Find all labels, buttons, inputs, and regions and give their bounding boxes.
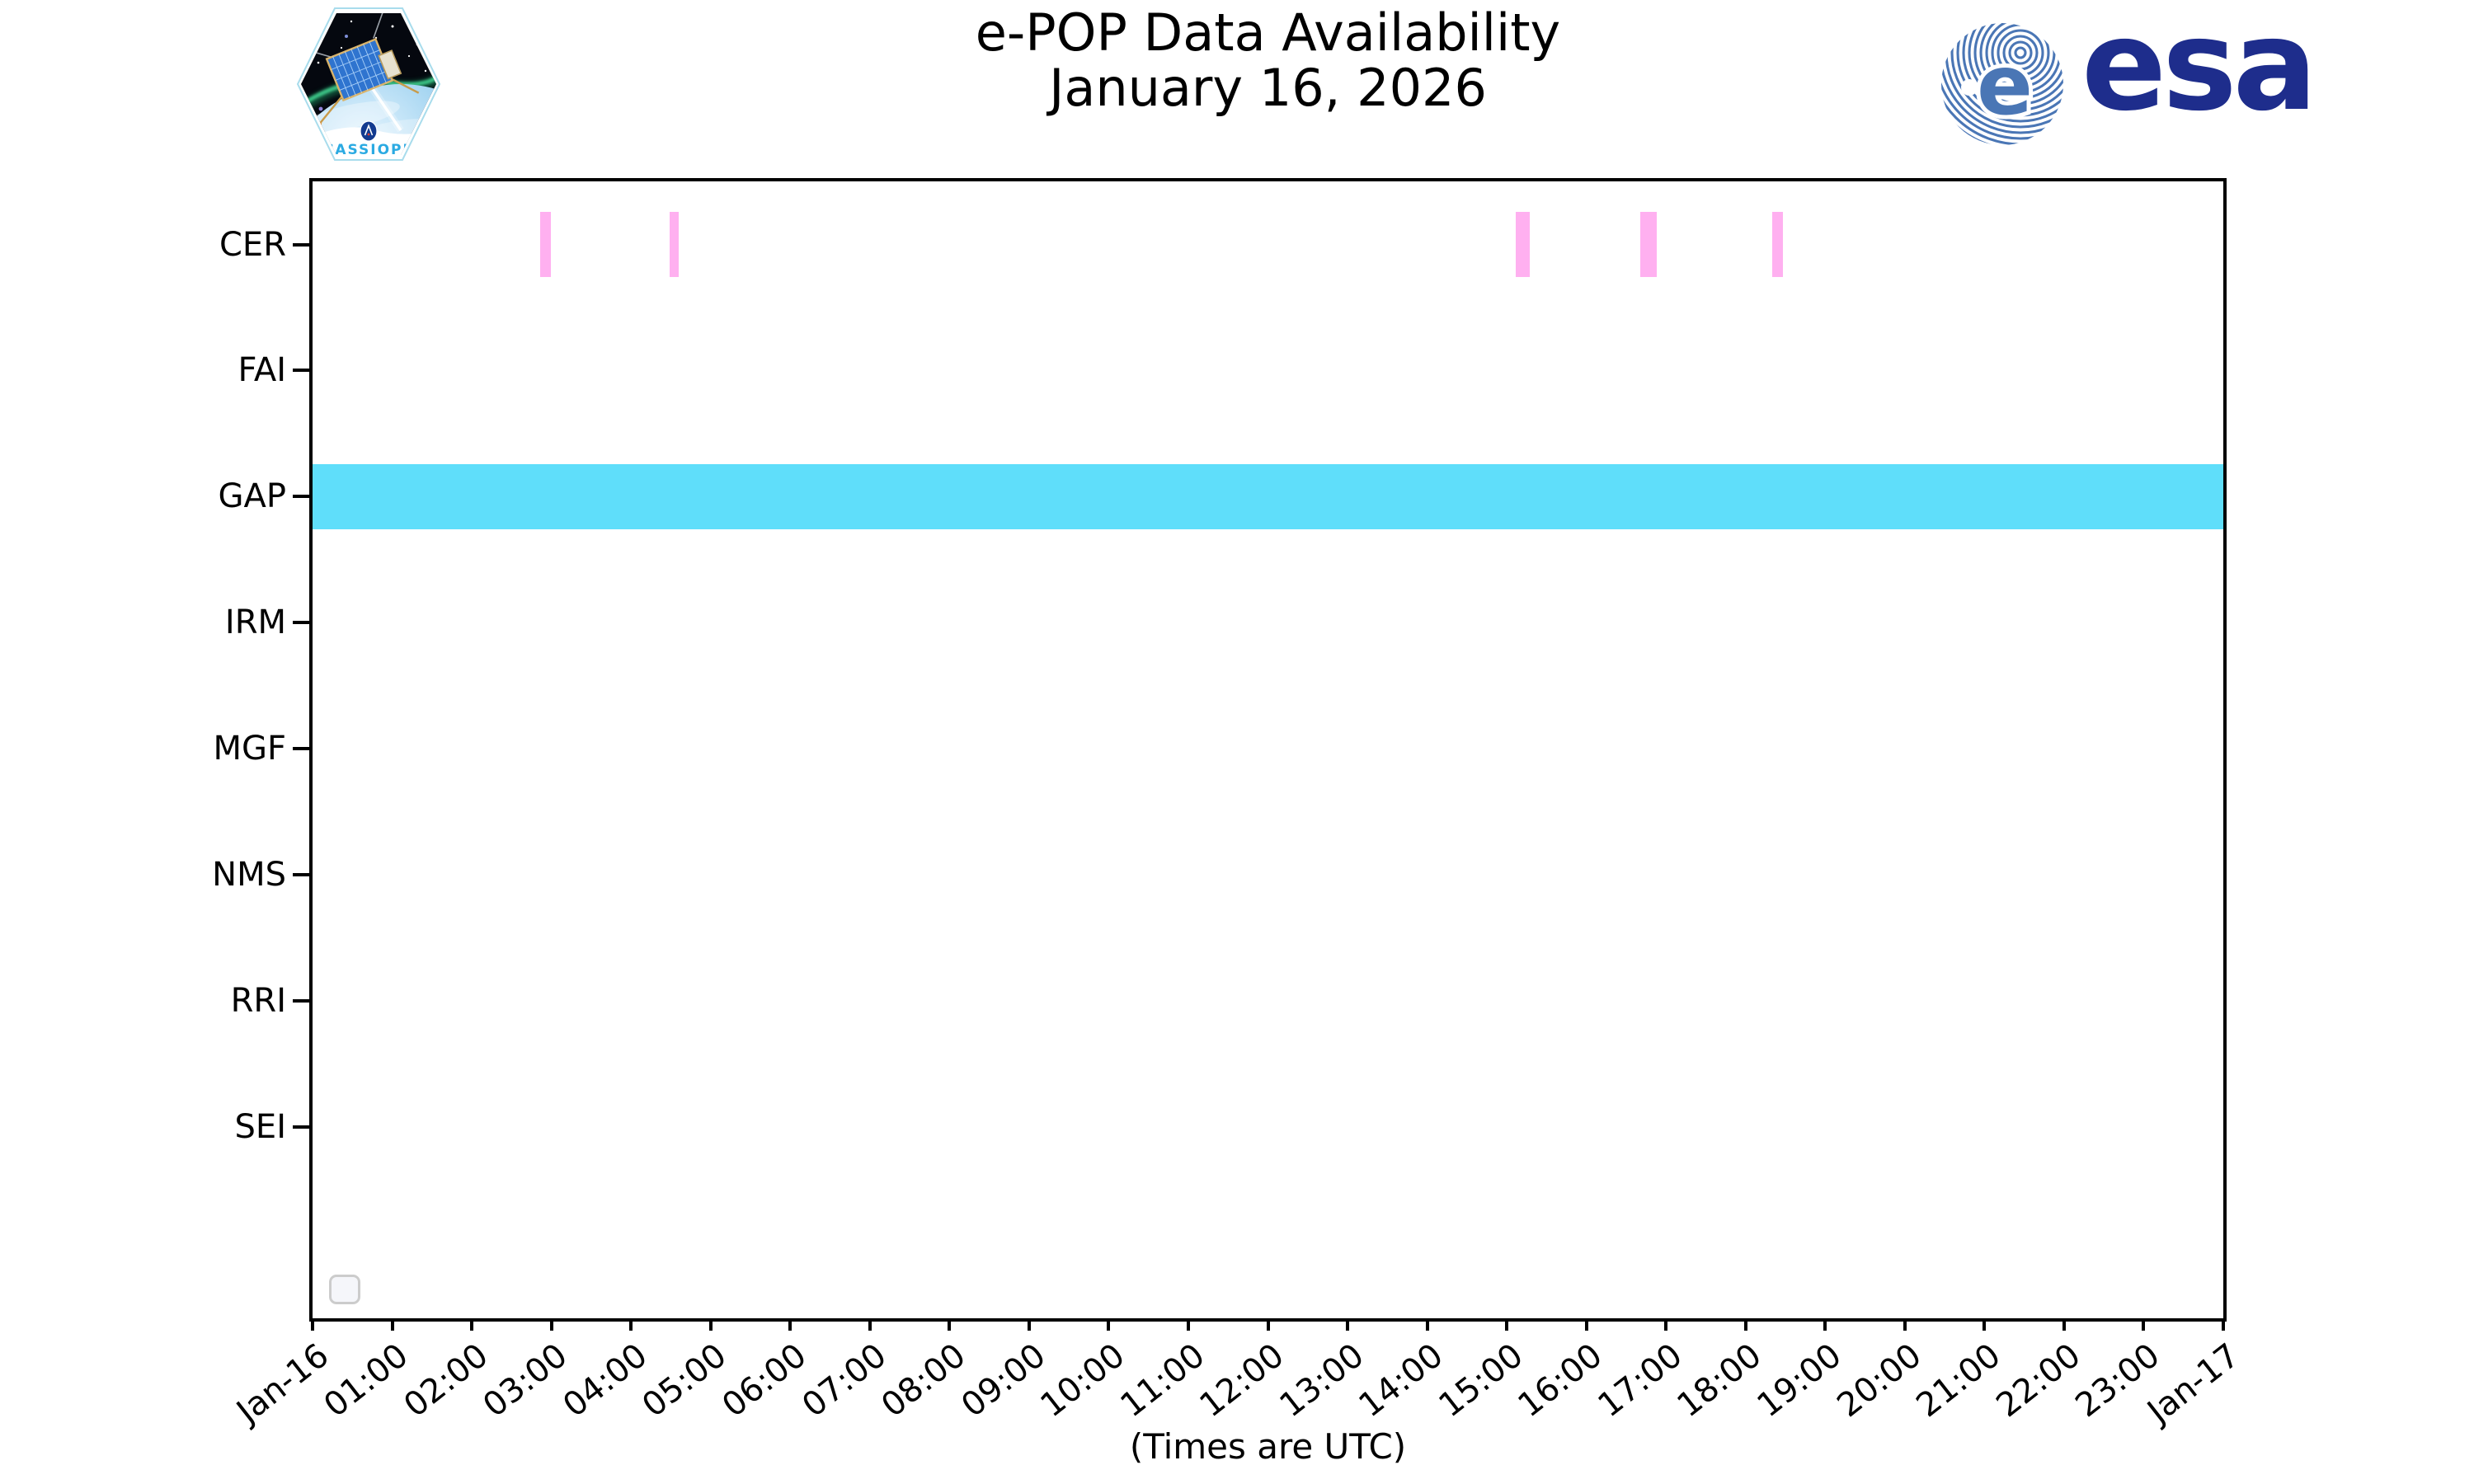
x-tick-13:00 [1346,1318,1350,1331]
cer-availability-bar [540,211,551,278]
y-tick-mgf [293,747,310,751]
y-label-nms: NMS [212,856,286,895]
x-tick-02:00 [470,1318,474,1331]
x-tick-label-jan-16: Jan-16 [229,1336,336,1431]
x-tick-15:00 [1505,1318,1509,1331]
x-tick-label-14:00: 14:00 [1352,1336,1451,1425]
x-tick-label-16:00: 16:00 [1511,1336,1610,1425]
x-tick-label-13:00: 13:00 [1272,1336,1371,1425]
gap-availability-bar [313,463,2223,530]
x-tick-14:00 [1425,1318,1429,1331]
cassiope-mission-patch: CASSIOPE [294,5,444,163]
x-tick-label-02:00: 02:00 [397,1336,496,1425]
title-line-2: January 16, 2026 [1049,58,1487,118]
x-tick-09:00 [1027,1318,1031,1331]
x-tick-07:00 [868,1318,872,1331]
downlink-beam [371,88,402,131]
x-tick-label-19:00: 19:00 [1750,1336,1849,1425]
globe-e-letter: e [1977,37,2033,134]
y-label-rri: RRI [230,982,286,1021]
plot-area: CER FAI GAP IRM MGF NMS RRI SEI Jan-16 01:00 02:0… [212,178,2246,1430]
y-label-irm: IRM [224,603,286,642]
y-tick-rri [293,999,310,1003]
x-tick-20:00 [1903,1318,1907,1331]
cassiope-satellite [301,13,420,127]
x-tick-12:00 [1266,1318,1270,1331]
chart-title: e-POP Data Availability January 16, 2026 [309,5,2227,115]
x-tick-05:00 [708,1318,713,1331]
y-label-mgf: MGF [213,730,286,768]
y-label-cer: CER [219,225,286,264]
x-tick-10:00 [1107,1318,1111,1331]
x-tick-21:00 [1982,1318,1987,1331]
x-tick-label-21:00: 21:00 [1909,1336,2008,1425]
x-tick-label-04:00: 04:00 [556,1336,655,1425]
x-tick-label-09:00: 09:00 [954,1336,1053,1425]
cer-availability-bar [669,211,680,278]
x-tick-label-08:00: 08:00 [874,1336,973,1425]
y-label-sei: SEI [234,1108,286,1147]
x-tick-label-20:00: 20:00 [1829,1336,1929,1425]
title-line-1: e-POP Data Availability [975,2,1561,63]
x-tick-label-12:00: 12:00 [1192,1336,1291,1425]
x-tick-06:00 [788,1318,793,1331]
y-tick-fai [293,369,310,373]
x-tick-jan-16 [311,1318,314,1331]
x-tick-11:00 [1186,1318,1190,1331]
x-tick-16:00 [1584,1318,1588,1331]
x-tick-label-17:00: 17:00 [1591,1336,1690,1425]
x-tick-label-06:00: 06:00 [715,1336,814,1425]
cloud-swirl [303,101,400,132]
x-axis-label: (Times are UTC) [1129,1426,1407,1467]
y-label-fai: FAI [238,351,287,390]
x-tick-04:00 [629,1318,633,1331]
x-tick-08:00 [948,1318,952,1331]
esa-logo: e esa [1940,0,2327,158]
cer-availability-bar [1771,211,1784,278]
esa-wordmark: esa [2081,0,2317,139]
esa-globe-icon: e [1940,21,2065,147]
y-tick-cer [293,242,310,247]
y-tick-nms [293,873,310,877]
y-tick-gap [293,495,310,499]
x-tick-22:00 [2062,1318,2066,1331]
y-label-gap: GAP [218,477,286,516]
cer-availability-bar [1515,211,1531,278]
globe-white-dot [1961,79,1978,96]
x-tick-label-01:00: 01:00 [317,1336,416,1425]
x-tick-label-15:00: 15:00 [1432,1336,1531,1425]
x-tick-23:00 [2142,1318,2146,1331]
x-tick-17:00 [1664,1318,1668,1331]
empty-legend-box [329,1275,360,1304]
x-tick-label-05:00: 05:00 [635,1336,735,1425]
x-tick-03:00 [549,1318,553,1331]
x-tick-01:00 [390,1318,394,1331]
x-tick-label-10:00: 10:00 [1033,1336,1132,1425]
x-tick-18:00 [1743,1318,1747,1331]
cassiope-patch-label: CASSIOPE [323,142,414,158]
x-tick-label-jan-17: Jan-17 [2140,1336,2247,1431]
cer-availability-bar [1640,211,1657,278]
x-tick-label-22:00: 22:00 [1989,1336,2088,1425]
y-tick-sei [293,1125,310,1129]
csa-mini-logo [360,120,378,142]
x-tick-jan-17 [2222,1318,2225,1331]
cassiope-patch-graphic: CASSIOPE [296,7,441,161]
x-tick-label-18:00: 18:00 [1670,1336,1770,1425]
y-tick-irm [293,621,310,625]
x-tick-label-07:00: 07:00 [794,1336,894,1425]
x-tick-19:00 [1823,1318,1827,1331]
x-tick-label-03:00: 03:00 [476,1336,575,1425]
x-tick-label-11:00: 11:00 [1113,1336,1212,1425]
